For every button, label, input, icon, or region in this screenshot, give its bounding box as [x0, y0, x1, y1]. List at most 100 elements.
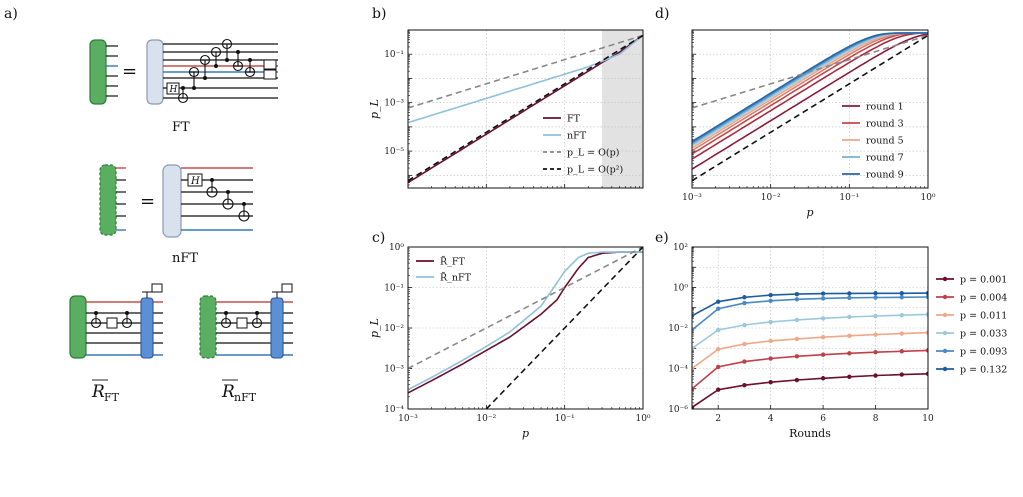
- series-point: [925, 348, 928, 353]
- series-line: [692, 313, 928, 349]
- x-tick-label: 4: [768, 414, 774, 424]
- legend-label: round 1: [866, 102, 904, 113]
- series-point: [692, 346, 695, 351]
- equals-sign-nft: =: [140, 191, 155, 212]
- x-tick-label: 10⁰: [635, 414, 650, 424]
- series-point: [716, 306, 721, 311]
- round-9-line: [692, 32, 928, 143]
- gray-block-ft: [146, 39, 164, 105]
- series-point: [692, 313, 695, 319]
- panel-a-label: a): [4, 6, 18, 22]
- series-point: [873, 332, 878, 337]
- blue-block-nft: [270, 297, 284, 359]
- legend-marker: [942, 348, 948, 354]
- round-4-line: [692, 32, 928, 152]
- x-tick-label: 10⁻³: [398, 414, 418, 424]
- series-point: [768, 292, 773, 298]
- series-point: [899, 291, 904, 296]
- legend-label: nFT: [567, 131, 587, 142]
- y-tick-label: 10⁻⁴: [668, 365, 688, 375]
- y-tick-label: 10⁻⁶: [668, 405, 688, 415]
- series-point: [899, 295, 904, 300]
- legend-label: round 7: [866, 153, 904, 164]
- series-line: [692, 34, 928, 109]
- plot-area: [692, 290, 928, 409]
- legend-label: p = 0.132: [960, 365, 1007, 376]
- y-tick-label: 10⁻¹: [384, 50, 404, 60]
- series-point: [794, 317, 800, 323]
- gray-block-nft: [162, 164, 182, 238]
- hadamard-gate-nft: [187, 173, 203, 187]
- x-axis-title: Rounds: [789, 427, 831, 440]
- legend: FT nFT p_L = O(p) p_L = O(p²): [543, 114, 623, 176]
- y-tick-label: 10⁻²: [384, 324, 404, 334]
- series-point: [768, 338, 773, 344]
- measure-icon: [281, 283, 293, 293]
- r-ft-circuit: R FT: [69, 283, 163, 404]
- cnot-gates-nft: [206, 180, 250, 222]
- legend-label: round 5: [866, 136, 904, 147]
- caption-r-nft-sub: nFT: [234, 391, 257, 404]
- series-point: [692, 386, 695, 391]
- chart-b: 10⁻¹ 10⁻³ 10⁻⁵ p_L FT nFT p_L = O(p) p_L = O(p²…: [368, 29, 644, 189]
- x-tick-label: 8: [873, 414, 879, 424]
- x-tick-label: 10⁻²: [476, 414, 496, 424]
- series-point: [794, 377, 800, 383]
- x-tick-label: 10⁻²: [761, 193, 781, 203]
- series-point: [794, 336, 800, 342]
- series-point: [820, 352, 826, 357]
- green-state-block-dashed: [199, 295, 217, 359]
- series-line: [692, 34, 928, 182]
- series-line: [408, 34, 643, 124]
- round-5-line: [692, 32, 928, 149]
- series-point: [768, 319, 773, 325]
- series-point: [742, 359, 747, 364]
- plot-frame: [691, 246, 929, 410]
- series-point: [716, 299, 721, 304]
- round-1-line: [692, 33, 928, 170]
- series-point: [847, 333, 852, 339]
- series-line: [692, 296, 928, 331]
- series-point: [716, 364, 721, 370]
- blue-block-ft: [140, 297, 154, 359]
- series-point: [873, 313, 878, 319]
- y-tick-label: 10⁰: [673, 284, 688, 294]
- series-line: [408, 251, 643, 394]
- series-line: [408, 247, 643, 370]
- series-point: [873, 291, 878, 296]
- shaded-region: [602, 30, 643, 188]
- legend-label: p = 0.093: [960, 347, 1007, 358]
- legend-label: p = 0.033: [960, 329, 1007, 340]
- series-point: [899, 331, 904, 336]
- measure-icon: [263, 59, 277, 70]
- cnot-controls-ft: [181, 50, 252, 90]
- panel-d-label: d): [655, 6, 669, 22]
- y-tick-label: 10⁻⁴: [384, 405, 404, 415]
- legend-marker: [942, 294, 948, 300]
- series-point: [716, 346, 721, 352]
- legend-label: p_L = O(p²): [567, 165, 623, 176]
- legend-label: p = 0.004: [960, 293, 1007, 304]
- round-3-line: [692, 32, 928, 155]
- y-axis-title: p_L: [368, 318, 381, 338]
- hadamard-label-nft: H: [190, 176, 200, 187]
- series-point: [873, 349, 878, 355]
- x-tick-label: 10⁻³: [682, 193, 702, 203]
- legend-label: R̄_FT: [440, 256, 465, 268]
- panel-b-label: b): [372, 6, 386, 22]
- plot-area: [408, 247, 643, 409]
- plot-area: [408, 34, 643, 184]
- legend-label: FT: [567, 114, 581, 125]
- series-point: [716, 387, 721, 392]
- r-nft-circuit: R nFT: [199, 283, 293, 404]
- series-point: [742, 322, 747, 328]
- legend-label: p_L = O(p): [567, 148, 619, 159]
- x-axis-title: p: [522, 427, 529, 440]
- legend-label: p = 0.011: [960, 311, 1007, 322]
- caption-r-ft-sub: FT: [104, 391, 120, 404]
- y-tick-label: 10⁻²: [668, 324, 688, 334]
- series-point: [820, 291, 826, 296]
- y-tick-label: 10⁻³: [384, 365, 404, 375]
